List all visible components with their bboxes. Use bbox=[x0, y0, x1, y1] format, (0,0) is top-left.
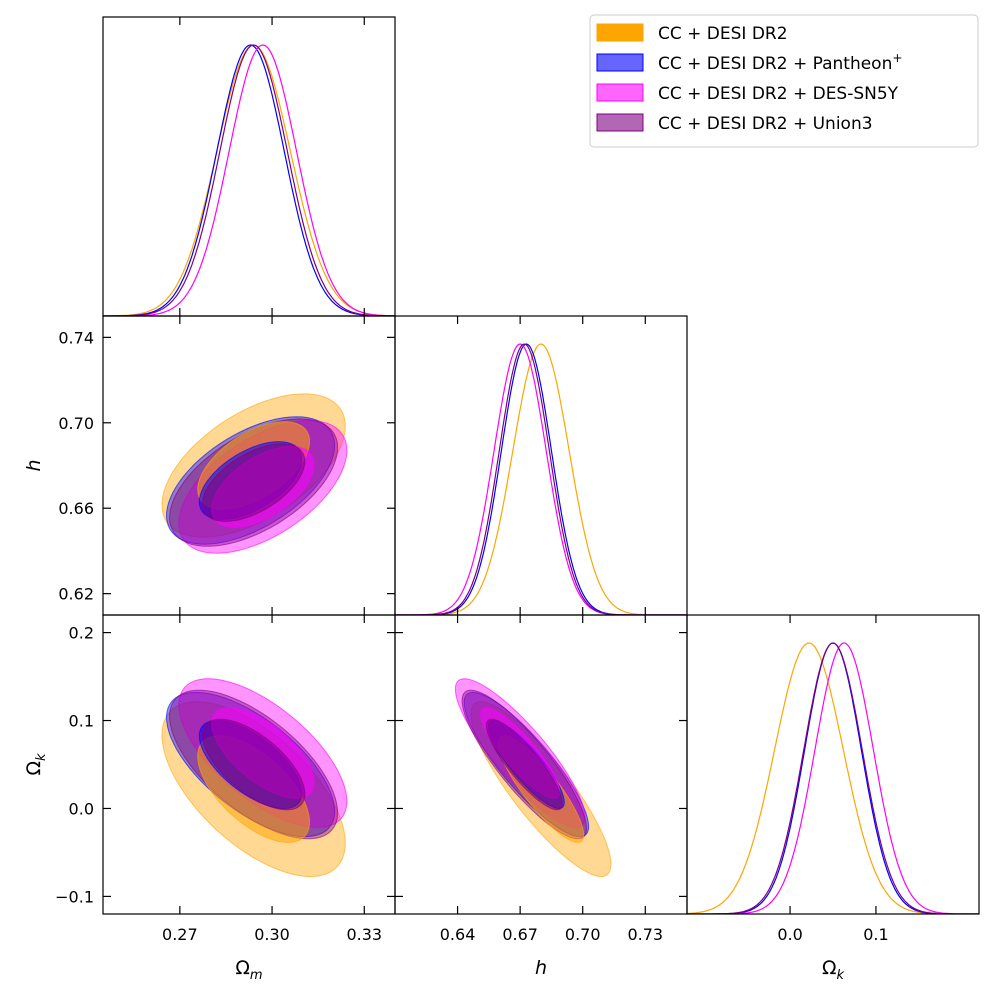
marginal-curve-series-0 bbox=[687, 642, 979, 914]
panel-frame bbox=[394, 315, 688, 616]
x-axis-label-h-symbol: h bbox=[535, 957, 547, 979]
legend-name: CC + DESI DR2 + DES-SN5Y bbox=[658, 84, 899, 104]
contour-68-series-3 bbox=[201, 718, 306, 811]
legend-superscript: + bbox=[892, 51, 902, 65]
contour-68-series-3 bbox=[201, 443, 306, 523]
marginal-Om bbox=[103, 44, 395, 316]
x-tick-label-h: 0.73 bbox=[627, 925, 663, 944]
contour-68-series-3 bbox=[485, 718, 563, 811]
x-tick-label-h: 0.70 bbox=[565, 925, 601, 944]
marginal-curve-series-2 bbox=[395, 343, 687, 615]
y-tick-label-h: 0.66 bbox=[58, 499, 94, 518]
legend-label-2: CC + DESI DR2 + DES-SN5Y bbox=[658, 84, 899, 104]
y-axis-label-Ok-symbol: Ω bbox=[23, 761, 45, 776]
y-axis-label-Ok: Ωk bbox=[23, 753, 49, 776]
panel-frame bbox=[102, 16, 396, 317]
y-tick-label-h: 0.74 bbox=[58, 328, 94, 347]
legend-name: CC + DESI DR2 + Pantheon bbox=[658, 54, 892, 74]
marginal-curve-series-3 bbox=[395, 343, 687, 615]
marginal-h bbox=[395, 343, 687, 615]
x-axis-label-h: h bbox=[535, 957, 547, 979]
legend-swatch-0 bbox=[596, 23, 644, 42]
x-tick-label-Om: 0.27 bbox=[162, 925, 198, 944]
legend-frame bbox=[589, 14, 979, 148]
y-tick-label-Ok: 0.1 bbox=[69, 712, 94, 731]
x-axis-label-Ok-subscript: k bbox=[837, 968, 845, 983]
marginal-curve-series-2 bbox=[687, 642, 979, 914]
marginal-curve-series-1 bbox=[395, 343, 687, 615]
y-axis-label-h: h bbox=[23, 459, 45, 471]
marginal-curve-series-3 bbox=[687, 642, 979, 914]
legend-name: CC + DESI DR2 + Union3 bbox=[658, 114, 873, 134]
y-axis-label-h-symbol: h bbox=[23, 459, 45, 471]
panel-Ok-vs-Om bbox=[161, 678, 348, 877]
legend-label-3: CC + DESI DR2 + Union3 bbox=[658, 114, 873, 134]
x-tick-label-h: 0.67 bbox=[502, 925, 538, 944]
y-tick-label-h: 0.62 bbox=[58, 585, 94, 604]
y-axis-label-Ok-subscript: k bbox=[34, 753, 49, 761]
legend-swatch-2 bbox=[596, 83, 644, 102]
y-tick-label-Ok: −0.1 bbox=[55, 887, 94, 906]
x-tick-label-Ok: 0.0 bbox=[777, 925, 802, 944]
x-axis-label-Om-subscript: m bbox=[250, 968, 263, 983]
marginal-curve-series-2 bbox=[103, 44, 395, 316]
panel-Ok-vs-h bbox=[454, 678, 612, 877]
x-tick-label-Ok: 0.1 bbox=[863, 925, 888, 944]
y-tick-label-Ok: 0.0 bbox=[69, 799, 94, 818]
legend-swatch-3 bbox=[596, 113, 644, 132]
x-tick-label-Om: 0.30 bbox=[254, 925, 290, 944]
legend-name: CC + DESI DR2 bbox=[658, 24, 788, 44]
y-tick-label-h: 0.70 bbox=[58, 414, 94, 433]
marginal-Ok bbox=[687, 642, 979, 914]
panel-frame bbox=[686, 614, 980, 915]
marginal-curve-series-3 bbox=[103, 44, 395, 316]
panel-h-vs-Om bbox=[161, 393, 348, 554]
marginal-curve-series-1 bbox=[687, 642, 979, 914]
legend-swatch-1 bbox=[596, 53, 644, 72]
legend-label-1: CC + DESI DR2 + Pantheon+ bbox=[658, 51, 902, 74]
marginal-curve-series-1 bbox=[103, 44, 395, 316]
x-axis-label-Om: Ωm bbox=[235, 957, 262, 983]
marginal-curve-series-0 bbox=[103, 44, 395, 316]
x-axis-label-Om-symbol: Ω bbox=[235, 957, 250, 979]
x-tick-label-Om: 0.33 bbox=[346, 925, 382, 944]
y-tick-label-Ok: 0.2 bbox=[69, 624, 94, 643]
x-axis-label-Ok: Ωk bbox=[822, 957, 845, 983]
x-tick-label-h: 0.64 bbox=[440, 925, 476, 944]
legend-label-0: CC + DESI DR2 bbox=[658, 24, 788, 44]
x-axis-label-Ok-symbol: Ω bbox=[822, 957, 837, 979]
